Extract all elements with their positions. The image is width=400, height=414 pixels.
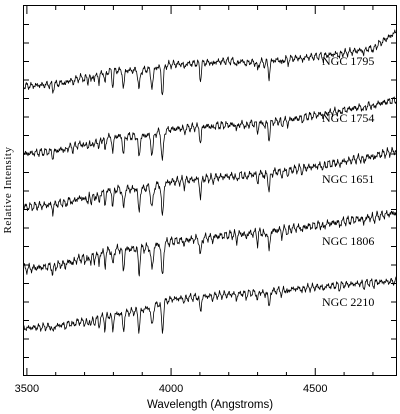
- y-ticks: [24, 24, 396, 358]
- series-labels: NGC 1795 NGC 1754 NGC 1651 NGC 1806 NGC 2210: [322, 54, 374, 309]
- x-tick-label: 3500: [15, 383, 39, 395]
- x-axis-label: Wavelength (Angstroms): [147, 399, 273, 411]
- x-tick-label: 4000: [159, 383, 183, 395]
- series-label: NGC 1806: [322, 234, 374, 248]
- x-tick-label: 4500: [303, 383, 327, 395]
- spectrum-line: [23, 209, 397, 277]
- spectra-series: [23, 29, 397, 334]
- x-ticks: 3500 4000 4500: [15, 6, 374, 395]
- series-label: NGC 1795: [322, 54, 374, 68]
- spectrum-line: [23, 96, 397, 161]
- series-label: NGC 2210: [322, 295, 374, 309]
- plot-frame: [23, 5, 397, 376]
- spectrum-line: [23, 276, 397, 334]
- series-label: NGC 1651: [322, 172, 374, 186]
- spectrum-line: [23, 146, 397, 217]
- spectrum-line: [23, 29, 397, 96]
- y-axis-label: Relative Intensity: [2, 147, 14, 234]
- series-label: NGC 1754: [322, 111, 374, 125]
